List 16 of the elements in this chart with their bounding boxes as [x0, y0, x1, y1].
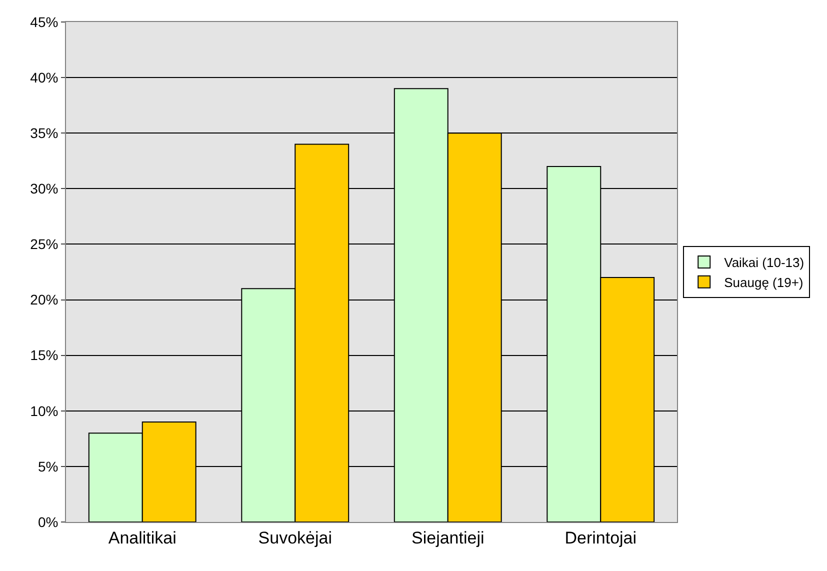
y-tick-label: 15% — [30, 347, 58, 364]
y-tick-label: 25% — [30, 236, 58, 252]
y-tick-label: 10% — [30, 402, 58, 419]
y-tick-label: 30% — [30, 180, 58, 197]
x-tick-label: Siejantieji — [411, 528, 484, 548]
y-tick-label: 20% — [30, 292, 58, 308]
y-tick-label: 0% — [38, 514, 58, 530]
y-tick-label: 35% — [30, 125, 58, 142]
x-tick-label: Derintojai — [564, 528, 637, 548]
x-tick-label: Suvokėjai — [258, 528, 332, 548]
legend-label: Vaikai (10-13) — [724, 255, 804, 270]
y-tick-label: 45% — [30, 14, 58, 30]
x-tick-label: Analitikai — [108, 528, 176, 548]
y-tick-label: 5% — [38, 458, 58, 474]
y-tick-label: 40% — [30, 69, 58, 86]
legend-label: Suaugę (19+) — [724, 274, 804, 290]
